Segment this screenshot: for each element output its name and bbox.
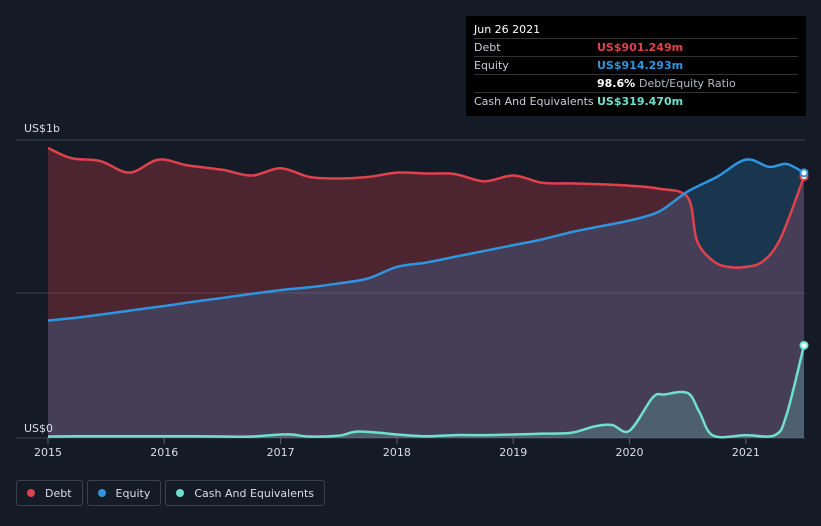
x-tick-label-2015: 2015 (34, 446, 62, 459)
tooltip-ratio: 98.6% Debt/Equity Ratio (597, 75, 736, 92)
gridlines (16, 139, 805, 439)
legend-debt-label: Debt (45, 486, 72, 500)
series-lines (47, 146, 806, 439)
y-axis-bottom-label: US$0 (24, 422, 54, 435)
x-tick-label-2019: 2019 (499, 446, 527, 459)
legend: Debt Equity Cash And Equivalents (16, 480, 329, 506)
x-tick-label-2016: 2016 (150, 446, 178, 459)
series-areas (48, 148, 804, 438)
equity-dot-icon (97, 489, 106, 497)
x-tick-label-2018: 2018 (383, 446, 411, 459)
tooltip-equity-label: Equity (474, 59, 509, 72)
x-tick-label-2020: 2020 (616, 446, 644, 459)
debt-dot-icon (27, 489, 35, 497)
tooltip-ratio-value: 98.6% (597, 77, 636, 90)
legend-item-cash[interactable]: Cash And Equivalents (165, 480, 325, 506)
x-tick-label-2017: 2017 (267, 446, 295, 459)
tooltip-cash-label: Cash And Equivalents (474, 95, 594, 108)
legend-cash-label: Cash And Equivalents (194, 486, 314, 500)
tooltip-cash-row: Cash And Equivalents US$319.470m (474, 93, 798, 110)
tooltip-date: Jun 26 2021 (474, 21, 798, 39)
equity-endpoint (799, 168, 809, 178)
equity-line (47, 158, 805, 322)
legend-equity-label: Equity (115, 486, 151, 500)
tooltip-ratio-label: Debt/Equity Ratio (639, 77, 736, 90)
tooltip-ratio-row: 98.6% Debt/Equity Ratio (474, 75, 798, 93)
tooltip-equity-value: US$914.293m (597, 59, 684, 72)
tooltip-equity-row: Equity US$914.293m (474, 57, 798, 75)
cash-dot-icon (176, 489, 185, 497)
tooltip-debt-label: Debt (474, 41, 501, 54)
tooltip-debt-row: Debt US$901.249m (474, 39, 798, 57)
x-tick-label-2021: 2021 (732, 446, 760, 459)
tooltip-cash-value: US$319.470m (597, 95, 684, 108)
debt-line (47, 146, 806, 269)
debt-area (48, 148, 804, 438)
cash-line (47, 345, 806, 439)
series-endpoints (799, 168, 809, 350)
x-axis-ticks: 2015 2016 2017 2018 2019 2020 2021 (34, 438, 760, 459)
legend-item-debt[interactable]: Debt (16, 480, 83, 506)
tooltip-debt-value: US$901.249m (597, 41, 684, 54)
y-axis-top-label: US$1b (24, 122, 61, 135)
legend-item-equity[interactable]: Equity (86, 480, 162, 506)
equity-area (48, 159, 804, 438)
cash-endpoint (799, 340, 809, 350)
hover-tooltip: Jun 26 2021 Debt US$901.249m Equity US$9… (466, 16, 806, 116)
